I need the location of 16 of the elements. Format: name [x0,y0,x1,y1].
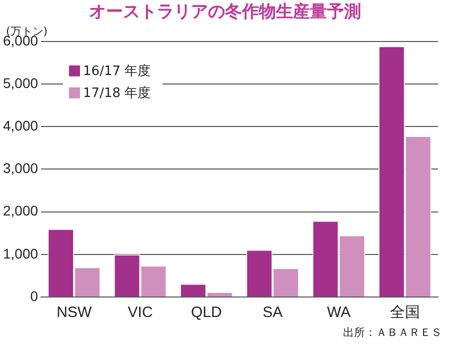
x-tick-label: NSW [56,304,92,322]
x-tick-label: 全国 [390,304,420,322]
x-tick-label: SA [262,304,283,322]
x-tick-label: VIC [128,304,153,322]
legend-label: 16/17 年度 [83,62,151,79]
y-tick-label: 1,000 [2,245,38,262]
y-tick-label: 4,000 [2,117,38,134]
y-tick-label: 3,000 [2,160,38,176]
x-tick-label: QLD [191,304,222,322]
legend-label: 17/18 年度 [83,84,151,101]
text: 出所：ＡＢＡＲＥＳ [343,325,442,340]
y-tick-label: 5,000 [2,74,38,91]
y-tick-label: 2,000 [2,202,38,219]
x-tick-label: WA [326,304,351,322]
chart-title: オーストラリアの冬作物生産量予測 [88,1,362,23]
y-tick-label: 0 [30,288,38,304]
